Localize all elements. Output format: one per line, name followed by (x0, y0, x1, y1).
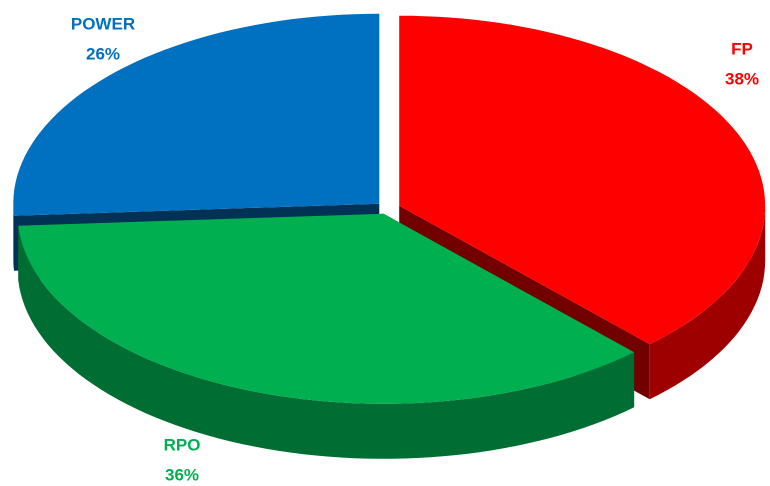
category-label: RPO (164, 435, 201, 454)
value-label: 26% (86, 44, 120, 63)
value-label: 38% (725, 69, 759, 88)
category-label: POWER (71, 14, 135, 33)
value-label: 36% (165, 465, 199, 484)
category-label: FP (731, 39, 753, 58)
slice (18, 213, 635, 404)
slice-side (13, 203, 14, 271)
slice-side (18, 225, 635, 459)
slice (399, 15, 766, 345)
slice (13, 13, 380, 216)
slice-side (649, 205, 766, 400)
